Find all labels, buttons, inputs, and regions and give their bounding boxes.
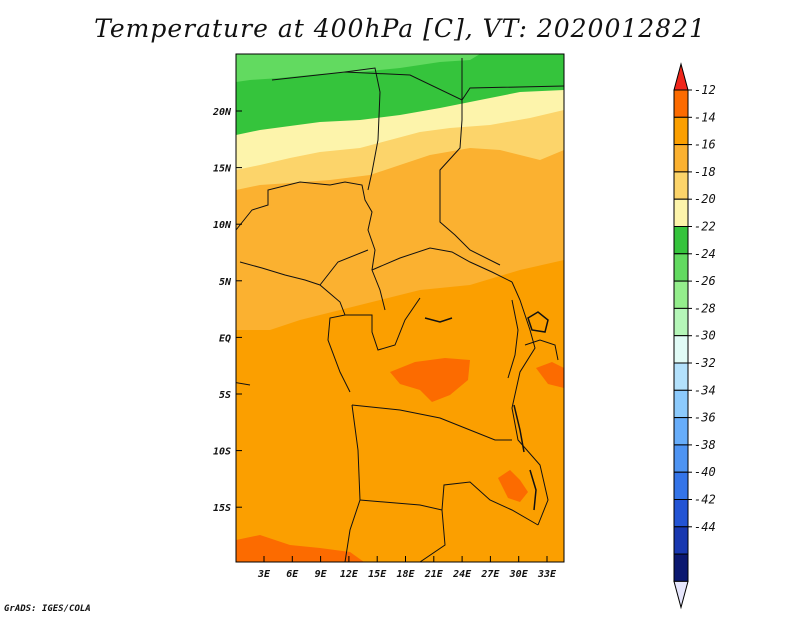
colorbar-label: -40 (694, 465, 716, 479)
colorbar-label: -44 (694, 520, 716, 534)
lat-tick-label: EQ (219, 333, 231, 344)
warm-spot-south (498, 470, 528, 502)
colorbar-label: -30 (694, 329, 716, 343)
lat-tick-label: 20N (212, 107, 232, 118)
colorbar-label: -28 (694, 301, 716, 315)
lat-tick-label: 10N (213, 220, 232, 231)
colorbar-swatch (673, 471, 689, 501)
colorbar-swatch (673, 526, 689, 555)
colorbar-swatch (673, 362, 689, 391)
longitude-axis: 3E 6E 9E 12E 15E 18E 21E 24E 27E 30E 33E (257, 556, 557, 580)
colorbar-swatch (673, 417, 689, 446)
lon-tick-label: 33E (537, 569, 557, 580)
lat-tick-label: 5S (219, 390, 231, 401)
colorbar-label: -32 (694, 356, 716, 370)
warm-spot-east (536, 362, 564, 388)
grads-credit: GrADS: IGES/COLA (4, 604, 91, 614)
colorbar-swatch (673, 499, 689, 528)
field-band-22 (236, 54, 564, 135)
colorbar-bottom-triangle (673, 580, 689, 610)
map-frame (235, 53, 565, 563)
colorbar-label: -36 (694, 411, 716, 425)
lat-tick-label: 15S (213, 503, 231, 514)
colorbar-swatch (673, 553, 689, 582)
lon-tick-label: 3E (257, 569, 271, 580)
temperature-field (236, 54, 564, 562)
colorbar: -12 -14 -16 -18 -20 -22 -24 -26 -28 -30 -32 -34 -36 -… (673, 62, 716, 610)
colorbar-swatch (673, 389, 689, 419)
colorbar-top-triangle (673, 62, 689, 91)
colorbar-swatch (673, 171, 689, 200)
colorbar-label: -18 (694, 165, 716, 179)
colorbar-label: -12 (694, 83, 716, 97)
colorbar-swatch (673, 116, 689, 146)
colorbar-swatch (673, 89, 689, 118)
lon-tick-label: 15E (368, 569, 387, 580)
lon-tick-label: 18E (396, 569, 415, 580)
lon-tick-label: 21E (424, 569, 444, 580)
field-band-24 (236, 54, 480, 82)
colorbar-label: -20 (694, 192, 716, 206)
colorbar-label: -42 (694, 493, 716, 507)
colorbar-swatch (673, 253, 689, 282)
colorbar-label: -34 (694, 383, 716, 397)
lon-tick-label: 6E (286, 569, 299, 580)
colorbar-swatch (673, 280, 689, 309)
colorbar-swatch (673, 335, 689, 364)
map-title: Temperature at 400hPa [C], VT: 202001282… (94, 14, 706, 43)
lat-tick-label: 15N (213, 164, 232, 175)
lon-tick-label: 9E (315, 569, 328, 580)
warm-spot-southwest (236, 535, 364, 562)
colorbar-swatch (673, 144, 689, 173)
colorbar-swatch (673, 198, 689, 227)
colorbar-label: -16 (694, 138, 716, 152)
lat-tick-label: 10S (213, 447, 231, 458)
lon-tick-label: 12E (340, 569, 359, 580)
colorbar-label: -38 (694, 438, 716, 452)
lat-tick-label: 5N (219, 277, 232, 288)
colorbar-swatch (673, 307, 689, 337)
colorbar-label: -26 (694, 274, 716, 288)
colorbar-label: -24 (694, 247, 716, 261)
colorbar-label: -14 (694, 110, 716, 124)
lon-tick-label: 30E (509, 569, 529, 580)
colorbar-swatch (673, 444, 689, 473)
lon-tick-label: 27E (480, 569, 500, 580)
colorbar-label: -22 (694, 220, 716, 234)
latitude-axis: 20N 15N 10N 5N EQ 5S 10S 15S (212, 107, 242, 514)
country-borders (236, 58, 564, 562)
lon-tick-label: 24E (452, 569, 472, 580)
lake-outlines (424, 311, 549, 511)
warm-spot-congo (390, 358, 470, 402)
colorbar-swatch (673, 226, 689, 255)
